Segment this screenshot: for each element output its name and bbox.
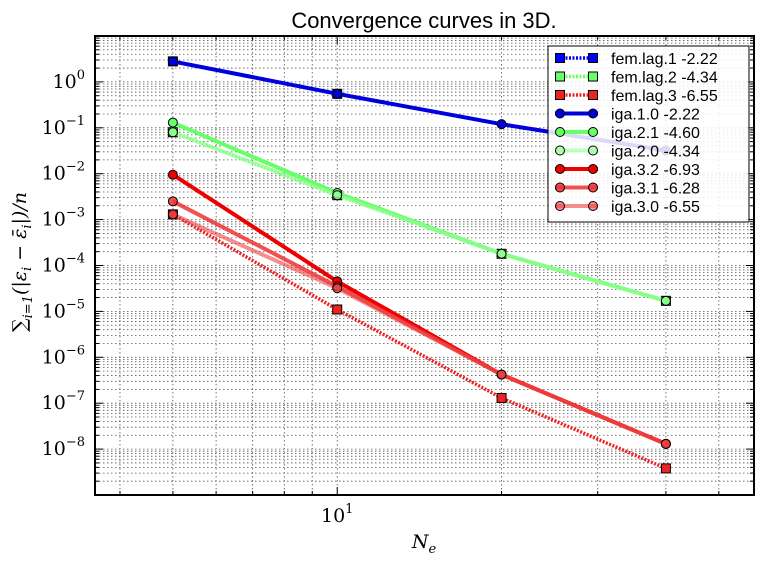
x-tick-labels: 101: [321, 502, 353, 527]
legend-item-iga-1-0-2-22: iga.1.0 -2.22: [555, 107, 700, 124]
legend-label: iga.3.2 -6.93: [611, 162, 700, 179]
series-line: [172, 212, 667, 446]
legend-marker: [588, 164, 598, 174]
data-point: [496, 248, 507, 259]
svg-text:∑i=1(|εi − ε̄i|)/n: ∑i=1(|εi − ε̄i|)/n: [9, 192, 36, 332]
legend-marker: [555, 145, 565, 156]
legend-label: fem.lag.1 -2.22: [611, 51, 718, 68]
y-axis-label: ∑i=1(|εi − ε̄i|)/n: [9, 192, 36, 332]
legend-label: fem.lag.3 -6.55: [611, 88, 718, 105]
data-point: [660, 463, 671, 474]
legend-marker: [588, 53, 598, 63]
data-point: [167, 56, 178, 67]
legend-item-iga-3-2-6-93: iga.3.2 -6.93: [555, 162, 700, 179]
series-line: [172, 212, 667, 471]
y-tick-label: 10−4: [42, 252, 85, 277]
series-iga-3-0-6-55: [167, 209, 671, 449]
data-point: [496, 392, 507, 403]
legend-marker: [588, 201, 598, 211]
y-tick-label: 10−2: [42, 160, 85, 185]
legend-marker: [555, 53, 565, 63]
data-point: [332, 88, 343, 99]
legend-label: iga.3.1 -6.28: [611, 181, 700, 198]
series-fem-lag-3-6-55: [167, 209, 671, 474]
legend-label: iga.2.0 -4.34: [611, 144, 700, 161]
legend-marker: [588, 127, 598, 137]
data-point: [167, 196, 178, 207]
legend-label: fem.lag.2 -4.34: [611, 70, 718, 87]
legend: fem.lag.1 -2.22 fem.lag.2 -4.34fem.lag.3 …: [547, 45, 750, 223]
legend-marker: [588, 145, 598, 156]
tick-marks: [95, 35, 754, 496]
x-tick-label: 101: [321, 502, 353, 527]
x-axis-label: Ne: [411, 531, 437, 557]
legend-item-iga-2-1-4-60: iga.2.1 -4.60: [555, 125, 700, 142]
legend-item-fem-lag-2-4-34: fem.lag.2 -4.34: [555, 70, 718, 87]
data-point: [332, 283, 343, 294]
legend-item-fem-lag-1-2-22: fem.lag.1 -2.22: [555, 51, 718, 68]
data-point: [496, 119, 507, 130]
y-tick-label: 10−6: [42, 343, 85, 368]
y-tick-label: 10−1: [42, 114, 85, 139]
data-point: [167, 169, 178, 180]
legend-label: iga.1.0 -2.22: [611, 107, 700, 124]
y-tick-label: 10−3: [42, 206, 85, 231]
legend-item-iga-3-1-6-28: iga.3.1 -6.28: [555, 181, 700, 198]
legend-item-iga-2-0-4-34: iga.2.0 -4.34: [555, 144, 700, 161]
data-point: [167, 117, 178, 128]
legend-marker: [588, 108, 598, 119]
legend-item-iga-3-0-6-55: iga.3.0 -6.55: [555, 199, 700, 216]
legend-marker: [555, 182, 565, 193]
legend-marker: [555, 127, 565, 137]
legend-marker: [555, 201, 565, 211]
series-line: [172, 130, 667, 303]
chart-title: Convergence curves in 3D.: [291, 8, 556, 33]
y-tick-label: 10−8: [42, 435, 85, 460]
legend-marker: [555, 108, 565, 119]
data-point: [332, 304, 343, 315]
legend-marker: [555, 71, 565, 82]
y-tick-labels: 100 10−1 10−2 10−3 10−4 10−5 10−6 10−7 10−8: [42, 68, 85, 460]
data-point: [660, 438, 671, 449]
data-point: [496, 369, 507, 380]
y-tick-label: 10−7: [42, 389, 85, 414]
series-iga-2-0-4-34: [167, 127, 671, 306]
legend-label: iga.3.0 -6.55: [611, 199, 700, 216]
legend-item-fem-lag-3-6-55: fem.lag.3 -6.55: [555, 88, 718, 105]
legend-marker: [588, 90, 598, 100]
legend-label: iga.2.1 -4.60: [611, 125, 700, 142]
data-point: [332, 190, 343, 201]
series-layer: [167, 56, 671, 474]
legend-marker: [588, 182, 598, 193]
data-point: [167, 127, 178, 138]
y-tick-label: 10−5: [42, 297, 85, 322]
data-point: [167, 209, 178, 220]
y-tick-label: 100: [53, 68, 85, 93]
data-point: [660, 295, 671, 306]
legend-marker: [588, 71, 598, 82]
legend-marker: [555, 90, 565, 100]
legend-marker: [555, 164, 565, 174]
